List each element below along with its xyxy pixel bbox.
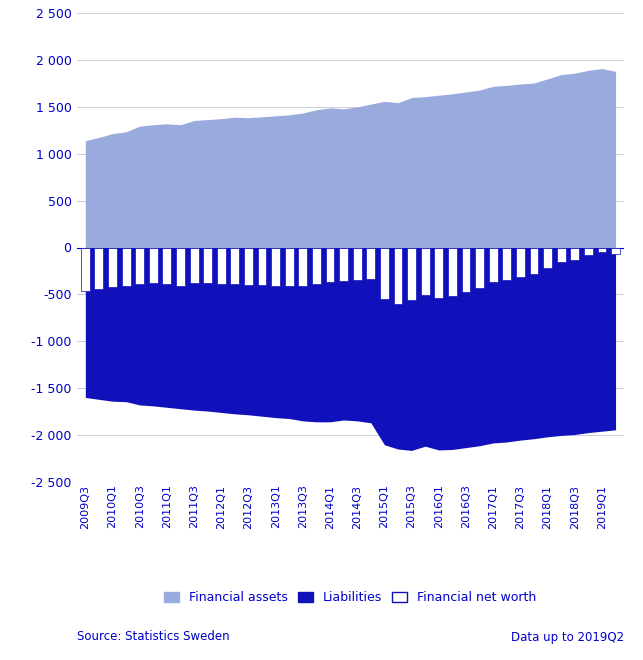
Bar xyxy=(217,248,226,284)
Bar xyxy=(421,248,430,295)
Bar xyxy=(448,248,457,296)
Bar xyxy=(271,248,280,286)
Bar xyxy=(312,248,321,284)
Bar xyxy=(557,248,566,263)
Bar xyxy=(340,248,348,281)
Bar xyxy=(435,248,443,298)
Bar xyxy=(353,248,361,280)
Bar xyxy=(502,248,511,280)
Bar xyxy=(190,248,199,283)
Bar xyxy=(298,248,307,286)
Text: Source: Statistics Sweden: Source: Statistics Sweden xyxy=(77,630,230,644)
Text: Data up to 2019Q2: Data up to 2019Q2 xyxy=(511,630,624,644)
Bar xyxy=(176,248,185,286)
Bar xyxy=(203,248,212,283)
Legend: Financial assets, Liabilities, Financial net worth: Financial assets, Liabilities, Financial… xyxy=(159,587,541,609)
Bar xyxy=(149,248,158,283)
Bar xyxy=(163,248,171,284)
Bar xyxy=(530,248,538,274)
Bar xyxy=(407,248,416,300)
Bar xyxy=(95,248,104,289)
Bar xyxy=(516,248,525,277)
Bar xyxy=(258,248,266,286)
Bar xyxy=(108,248,117,287)
Bar xyxy=(230,248,239,284)
Bar xyxy=(135,248,144,284)
Bar xyxy=(597,248,606,252)
Bar xyxy=(543,248,552,268)
Bar xyxy=(462,248,471,292)
Bar xyxy=(122,248,131,286)
Bar xyxy=(570,248,579,260)
Bar xyxy=(325,248,334,282)
Bar xyxy=(584,248,593,255)
Bar xyxy=(380,248,389,298)
Bar xyxy=(475,248,484,288)
Bar xyxy=(367,248,376,279)
Bar xyxy=(244,248,253,285)
Bar xyxy=(611,248,620,253)
Bar xyxy=(394,248,403,304)
Bar xyxy=(81,248,90,290)
Bar xyxy=(489,248,498,282)
Bar xyxy=(285,248,294,286)
